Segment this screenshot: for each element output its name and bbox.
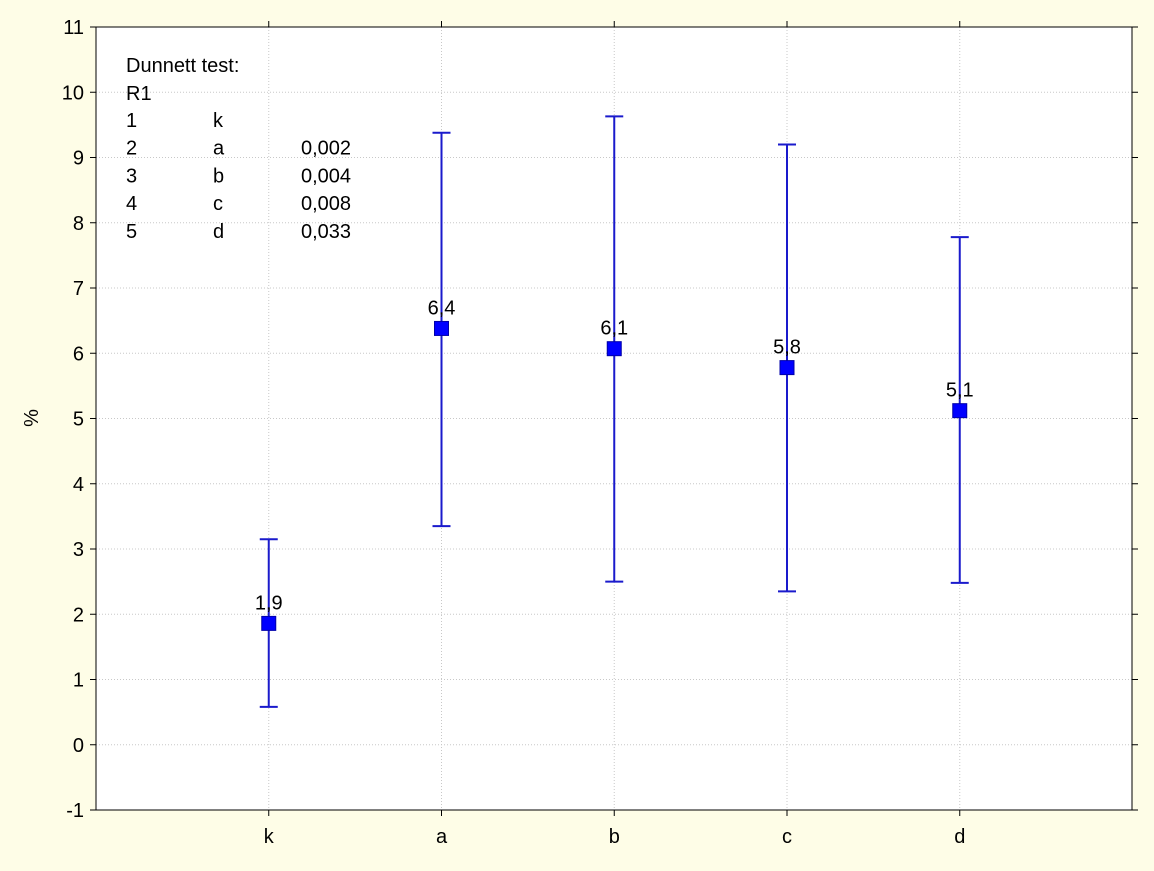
annotation-cell: 3 xyxy=(126,165,137,187)
data-label: 1,9 xyxy=(255,592,283,614)
data-label: 5,8 xyxy=(773,337,801,359)
annotation-cell: 1 xyxy=(126,110,137,132)
annotation-cell: 4 xyxy=(126,193,137,215)
mean-marker-c xyxy=(779,360,795,376)
mean-marker-b xyxy=(606,341,622,357)
annotation-cell: 2 xyxy=(126,138,137,160)
annotation-cell: a xyxy=(213,138,225,160)
annotation-cell: 0,033 xyxy=(301,221,351,243)
annotation-cell: c xyxy=(213,193,223,215)
annotation-cell: 0,004 xyxy=(301,165,351,187)
y-tick-label: 6 xyxy=(73,343,84,365)
annotation-cell: 5 xyxy=(126,221,137,243)
annotation-cell: b xyxy=(213,165,224,187)
y-tick-label: 7 xyxy=(73,278,84,300)
x-tick-label: a xyxy=(436,826,448,848)
data-label: 6,4 xyxy=(428,297,456,319)
annotation-subtitle: R1 xyxy=(126,83,152,105)
y-axis-label: % xyxy=(21,409,43,427)
y-tick-label: 3 xyxy=(73,539,84,561)
x-tick-label: c xyxy=(782,826,792,848)
y-tick-label: 9 xyxy=(73,148,84,170)
y-tick-label: 0 xyxy=(73,735,84,757)
y-tick-label: 11 xyxy=(63,17,84,39)
y-tick-label: 8 xyxy=(73,213,84,235)
x-tick-label: d xyxy=(954,826,965,848)
series-layer: 1,9 6,4 6,1 5,8 5,1 xyxy=(255,115,974,708)
data-label: 6,1 xyxy=(600,318,628,340)
y-tick-label: 10 xyxy=(62,82,84,104)
annotation-cell: 0,008 xyxy=(301,193,351,215)
annotation-cell: k xyxy=(213,110,224,132)
y-tick-label: 2 xyxy=(73,604,84,626)
annotation-cell: 0,002 xyxy=(301,138,351,160)
y-tick-label: 5 xyxy=(73,409,84,431)
y-tick-label: 4 xyxy=(73,474,84,496)
annotation-title: Dunnett test: xyxy=(126,55,239,77)
x-tick-label: b xyxy=(609,826,620,848)
dunnett-annotation: Dunnett test: R1 1 k 2 a 0,002 3 b 0,004 4 c 0,008… xyxy=(126,55,351,243)
mean-marker-a xyxy=(434,320,449,336)
y-tick-label: -1 xyxy=(66,800,84,822)
y-tick-label: 1 xyxy=(73,670,84,692)
mean-marker-d xyxy=(952,403,968,419)
data-label: 5,1 xyxy=(946,380,974,402)
mean-marker-k xyxy=(261,615,277,631)
annotation-cell: d xyxy=(213,221,224,243)
x-tick-label: k xyxy=(264,826,275,848)
plot-frame xyxy=(95,26,1133,811)
